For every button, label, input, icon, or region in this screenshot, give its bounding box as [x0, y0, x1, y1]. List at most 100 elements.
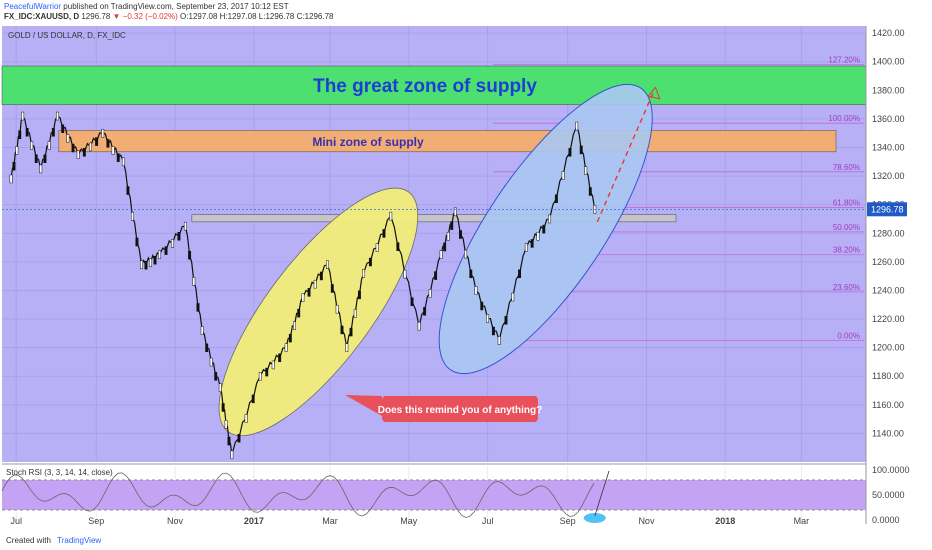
candle	[224, 420, 228, 429]
fib-label: 61.80%	[833, 199, 860, 208]
candle	[357, 290, 361, 300]
candle	[196, 303, 200, 312]
y-tick-label: 1200.00	[872, 343, 905, 353]
y-tick-label: 1400.00	[872, 57, 905, 67]
annotation-pointer	[345, 395, 382, 416]
y-tick-label: 1360.00	[872, 114, 905, 124]
candle	[144, 260, 148, 270]
candle	[271, 360, 275, 370]
fib-label: 50.00%	[833, 223, 860, 232]
indicator-tick-label: 100.0000	[872, 465, 910, 475]
x-tick-label: Sep	[560, 516, 576, 526]
candle	[349, 327, 353, 337]
candle	[135, 237, 139, 247]
fib-label: 100.00%	[828, 114, 860, 123]
stoch-oversold-marker	[583, 513, 606, 523]
candle	[218, 383, 222, 392]
indicator-tick-label: 0.0000	[872, 515, 900, 525]
y-tick-label: 1180.00	[872, 371, 904, 381]
candle	[230, 450, 234, 460]
pattern-ellipse-right	[438, 83, 653, 375]
candle	[491, 326, 495, 336]
candle	[575, 121, 579, 131]
price-axis-bg	[866, 26, 932, 512]
candle	[474, 286, 478, 295]
candle	[61, 124, 65, 133]
candle	[375, 243, 379, 252]
candle	[66, 134, 70, 143]
fib-label: 38.20%	[833, 246, 860, 255]
candle	[18, 130, 22, 140]
candle	[511, 292, 515, 302]
candle	[192, 277, 196, 286]
author-link[interactable]: PeacefulWarrior	[4, 2, 62, 11]
candle	[30, 141, 34, 150]
candle	[330, 284, 334, 293]
candle	[95, 137, 99, 146]
candle	[158, 250, 162, 259]
candle	[459, 230, 462, 239]
candle	[464, 249, 468, 259]
candle	[396, 242, 400, 251]
annotation-text: Does this remind you of anything?	[378, 405, 542, 416]
y-tick-label: 1140.00	[872, 428, 904, 438]
candle	[47, 141, 51, 150]
candle	[183, 221, 187, 231]
candle	[116, 153, 120, 162]
candle	[205, 343, 209, 353]
candle	[382, 229, 386, 238]
candle	[568, 148, 572, 157]
fib-label: 23.60%	[833, 283, 860, 292]
candle	[542, 224, 546, 234]
candle	[297, 308, 301, 318]
indicator-label: Stoch RSI (3, 3, 14, 14, close)	[6, 468, 113, 477]
projection-arrowhead	[647, 86, 661, 100]
price-chart[interactable]: 1140.00 1160.00 1180.00 1200.00 1220.00 1240.…	[0, 24, 932, 536]
candle	[244, 414, 248, 423]
footer: Created with TradingView	[6, 536, 101, 545]
x-tick-label: Mar	[322, 516, 338, 526]
candle	[518, 269, 522, 279]
candle	[579, 145, 583, 155]
candle	[43, 154, 47, 163]
zone-label-great: The great zone of supply	[313, 76, 537, 97]
chart-title: GOLD / US DOLLAR, D, FX_IDC	[8, 31, 126, 40]
chart-header: PeacefulWarrior published on TradingView…	[0, 0, 932, 22]
x-tick-label: Nov	[638, 516, 655, 526]
candle	[12, 161, 16, 171]
candle	[140, 260, 143, 269]
candle	[561, 171, 565, 180]
x-tick-label: Nov	[167, 516, 184, 526]
candle	[340, 325, 344, 335]
candle	[368, 257, 372, 267]
candle	[326, 260, 329, 269]
candle	[497, 336, 501, 345]
candle	[480, 301, 484, 311]
candle	[446, 232, 450, 241]
y-tick-label: 1420.00	[872, 28, 905, 38]
x-tick-label: 2018	[715, 516, 735, 526]
candle	[345, 343, 349, 352]
candle	[524, 243, 528, 252]
y-tick-label: 1280.00	[872, 228, 905, 238]
candle	[153, 255, 157, 265]
candle	[450, 221, 454, 230]
candle	[221, 403, 225, 412]
candle	[188, 250, 192, 260]
y-tick-label: 1240.00	[872, 285, 905, 295]
zone-2	[191, 214, 677, 223]
candle	[548, 214, 552, 224]
x-tick-label: Mar	[794, 516, 810, 526]
candle	[410, 297, 414, 306]
candle	[403, 269, 407, 279]
fib-label: 78.60%	[833, 163, 860, 172]
candle	[554, 194, 558, 204]
candle	[21, 111, 25, 121]
tradingview-brand[interactable]: TradingView	[57, 536, 102, 545]
candle	[111, 146, 115, 155]
candle	[258, 371, 262, 381]
candle	[171, 239, 174, 248]
ohlc-line: FX_IDC:XAUUSD, D 1296.78 ▼ −0.32 (−0.02%…	[4, 12, 334, 22]
candle	[200, 326, 204, 335]
y-tick-label: 1380.00	[872, 85, 905, 95]
